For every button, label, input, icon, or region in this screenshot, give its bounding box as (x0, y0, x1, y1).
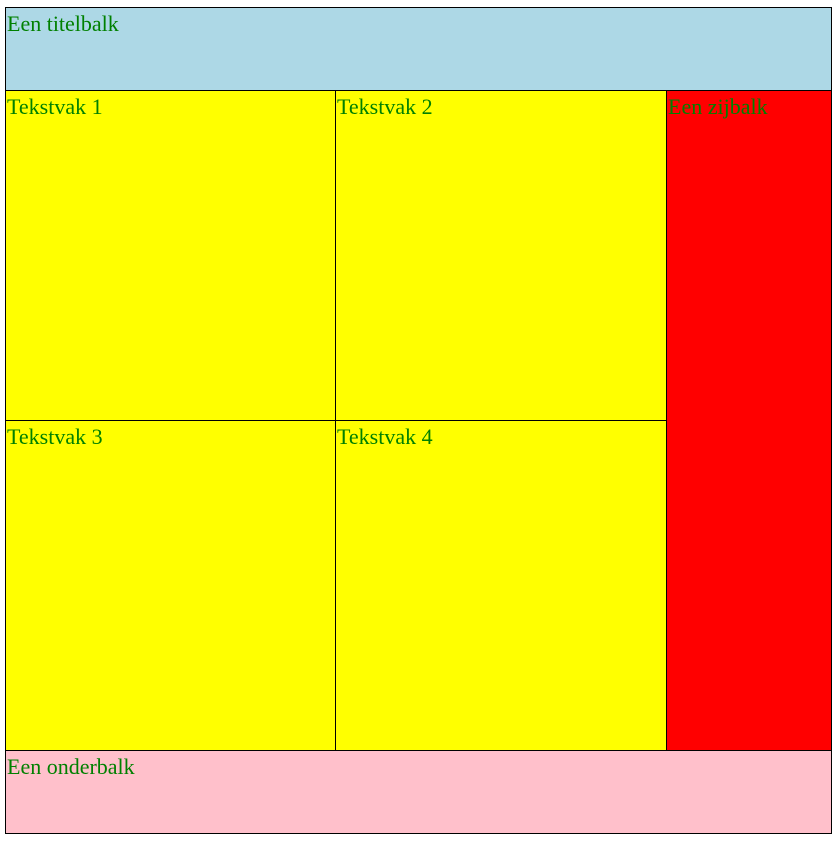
text-box-4-label: Tekstvak 4 (337, 424, 433, 449)
text-box-2-label: Tekstvak 2 (337, 94, 433, 119)
title-bar-label: Een titelbalk (7, 11, 119, 36)
sidebar-label: Een zijbalk (668, 94, 768, 119)
footer-bar: Een onderbalk (5, 750, 832, 834)
text-box-3-label: Tekstvak 3 (7, 424, 103, 449)
sidebar: Een zijbalk (666, 90, 832, 751)
text-box-4: Tekstvak 4 (335, 420, 667, 751)
text-box-3: Tekstvak 3 (5, 420, 336, 751)
text-box-1-label: Tekstvak 1 (7, 94, 103, 119)
text-box-2: Tekstvak 2 (335, 90, 667, 421)
footer-bar-label: Een onderbalk (7, 754, 135, 779)
title-bar: Een titelbalk (5, 7, 832, 91)
text-box-1: Tekstvak 1 (5, 90, 336, 421)
